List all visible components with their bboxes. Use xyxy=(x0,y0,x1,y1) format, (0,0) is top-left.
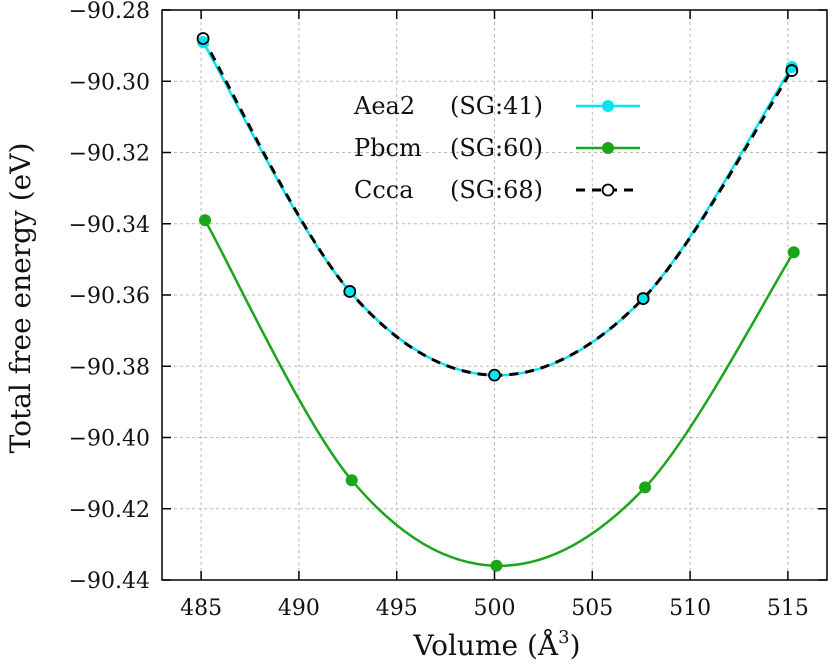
aea2-data-point xyxy=(488,369,501,382)
pbcm-data-point xyxy=(639,481,652,494)
x-axis-title-text: Volume (Å xyxy=(412,629,558,662)
pbcm-data-point xyxy=(345,474,358,487)
y-axis-title: Total free energy (eV) xyxy=(4,143,37,454)
x-axis-title: Volume (Å3) xyxy=(412,627,580,662)
x-tick-label: 500 xyxy=(474,596,516,621)
pbcm-legend-name: Pbcm xyxy=(354,134,422,162)
y-tick-label: −90.30 xyxy=(69,70,150,95)
pbcm-data-point xyxy=(490,559,503,572)
ccca-legend-spacegroup: (SG:68) xyxy=(450,176,543,204)
y-tick-label: −90.38 xyxy=(69,355,150,380)
aea2-data-point xyxy=(637,292,650,305)
ccca-legend-name: Ccca xyxy=(354,176,414,204)
x-axis-title-superscript: 3 xyxy=(558,627,569,648)
y-tick-label: −90.42 xyxy=(69,498,150,523)
y-tick-label: −90.32 xyxy=(69,142,150,167)
y-tick-label: −90.40 xyxy=(69,427,150,452)
ccca-data-point xyxy=(785,64,799,77)
pbcm-series-line xyxy=(203,219,795,568)
ccca-data-point xyxy=(196,32,210,45)
aea2-data-point xyxy=(785,61,798,73)
y-tick-label: −90.36 xyxy=(69,284,150,309)
x-tick-label: 505 xyxy=(571,596,613,621)
y-tick-label: −90.44 xyxy=(69,569,150,594)
pbcm-data-point xyxy=(787,246,800,259)
ccca-data-point xyxy=(636,292,650,305)
x-tick-label: 490 xyxy=(278,596,320,621)
aea2-legend-spacegroup: (SG:41) xyxy=(450,92,543,120)
y-tick-label: −90.34 xyxy=(69,213,150,238)
series-markers xyxy=(196,32,800,572)
pbcm-legend-marker xyxy=(602,142,614,154)
ccca-series-line xyxy=(201,37,794,377)
x-tick-label: 495 xyxy=(376,596,418,621)
aea2-data-point xyxy=(197,36,210,49)
ccca-data-point xyxy=(343,285,357,298)
ccca-data-point xyxy=(488,368,501,382)
pbcm-legend-spacegroup: (SG:60) xyxy=(450,134,543,162)
aea2-data-point xyxy=(343,285,356,298)
y-tick-label: −90.28 xyxy=(69,0,150,24)
x-axis-title-end: ) xyxy=(570,629,581,662)
axis-tick-labels: 485 490 495 500 505 510 515 −90.28 −90.30 −90.32 −… xyxy=(69,0,809,621)
x-tick-label: 515 xyxy=(767,596,809,621)
x-tick-label: 510 xyxy=(669,596,711,621)
pbcm-data-point xyxy=(199,214,212,227)
aea2-legend-marker xyxy=(602,100,614,112)
axis-ticks xyxy=(162,9,827,581)
aea2-legend-name: Aea2 xyxy=(353,92,415,120)
ccca-legend-marker xyxy=(601,183,615,197)
x-tick-label: 485 xyxy=(180,596,222,621)
legend: Aea2 (SG:41) Pbcm (SG:60) Ccca (SG:68) xyxy=(353,92,640,204)
